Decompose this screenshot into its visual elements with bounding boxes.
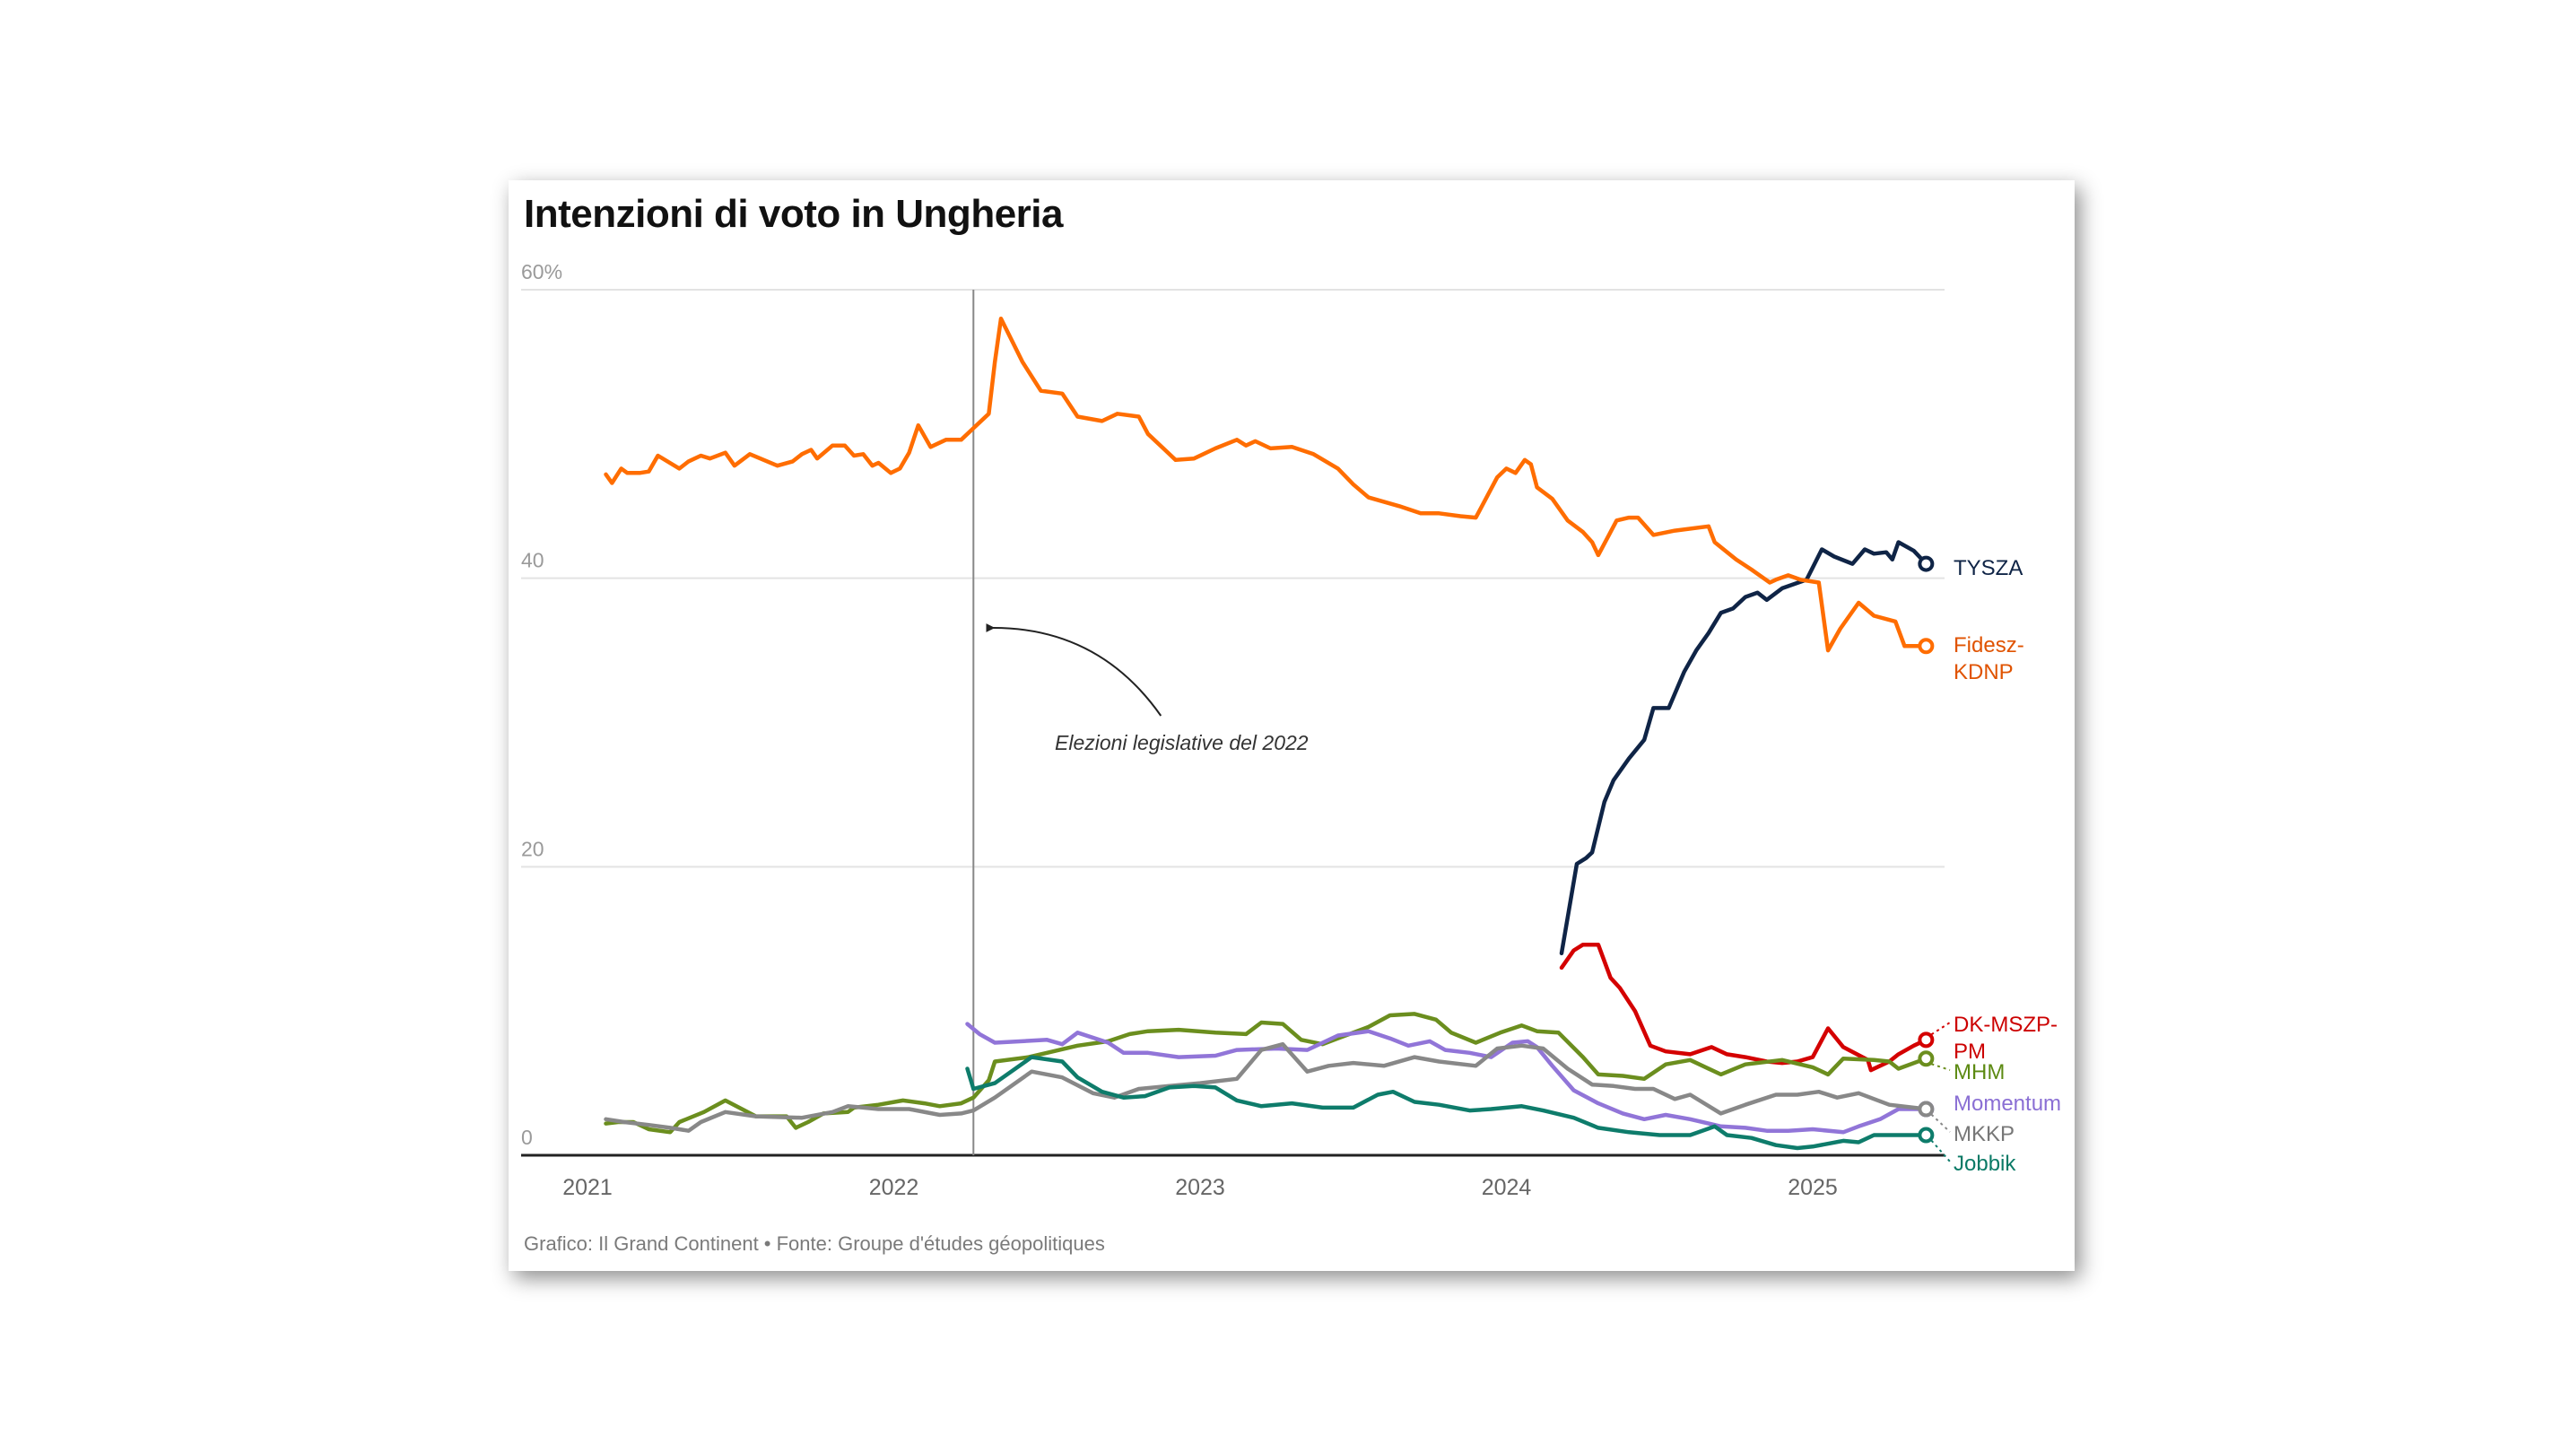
series-label-mkkp: MKKP	[1954, 1122, 2015, 1146]
series-label-jobbik: Jobbik	[1954, 1152, 2016, 1176]
label-leader	[1931, 1063, 1951, 1071]
x-tick-label: 2023	[1175, 1175, 1225, 1200]
y-tick-label: 20	[521, 837, 544, 860]
series-line-tysza	[1559, 540, 1928, 956]
series-label-momentum: Momentum	[1954, 1092, 2061, 1116]
election-annotation: Elezioni legislative del 2022	[972, 290, 1309, 1155]
series-label-dk-mszp-pm: DK-MSZP-	[1954, 1013, 2058, 1037]
series-line-dk-mszp-pm	[1559, 942, 1928, 1073]
label-leader	[1930, 1022, 1951, 1036]
series-endpoint-dk-mszp-pm	[1918, 1031, 1935, 1049]
x-tick-label: 2021	[562, 1175, 613, 1200]
series-lines	[604, 316, 1935, 1151]
series-line-jobbik	[965, 1055, 1928, 1151]
series-line-momentum	[965, 1022, 1928, 1135]
x-tick-label: 2022	[869, 1175, 919, 1200]
series-label-fidesz-kdnp: Fidesz-	[1954, 633, 2024, 657]
series-label-tysza: TYSZA	[1954, 556, 2023, 580]
y-tick-label: 60%	[521, 260, 562, 283]
x-axis-ticks: 2021 2022 2023 2024 2025	[562, 1175, 1838, 1200]
chart-title: Intenzioni di voto in Ungheria	[524, 192, 1063, 236]
x-tick-label: 2024	[1482, 1175, 1532, 1200]
chart-source: Grafico: Il Grand Continent • Fonte: Gro…	[524, 1232, 1105, 1255]
series-endpoint-mkkp	[1918, 1101, 1935, 1118]
series-label-dk-mszp-pm: PM	[1954, 1040, 1986, 1064]
series-endpoint-tysza	[1918, 555, 1935, 572]
gridlines	[521, 289, 1945, 1157]
series-endpoint-jobbik	[1918, 1127, 1935, 1144]
series-label-fidesz-kdnp: KDNP	[1954, 660, 2014, 684]
x-tick-label: 2025	[1788, 1175, 1838, 1200]
series-line-mhm	[604, 1012, 1928, 1135]
series-line-mkkp	[604, 1041, 1928, 1133]
series-endpoint-fidesz-kdnp	[1918, 638, 1935, 655]
y-axis-ticks: 0 20 40 60%	[521, 260, 562, 1149]
label-leader	[1930, 1113, 1951, 1133]
series-line-fidesz-kdnp	[604, 316, 1928, 653]
y-tick-label: 0	[521, 1126, 533, 1149]
annotation-arrow	[986, 622, 1162, 717]
y-tick-label: 40	[521, 549, 544, 572]
annotation-label: Elezioni legislative del 2022	[1055, 731, 1309, 754]
chart-card	[509, 180, 2075, 1271]
label-leader	[1930, 1139, 1951, 1162]
series-endpoint-mhm	[1918, 1050, 1935, 1067]
series-label-mhm: MHM	[1954, 1060, 2005, 1084]
